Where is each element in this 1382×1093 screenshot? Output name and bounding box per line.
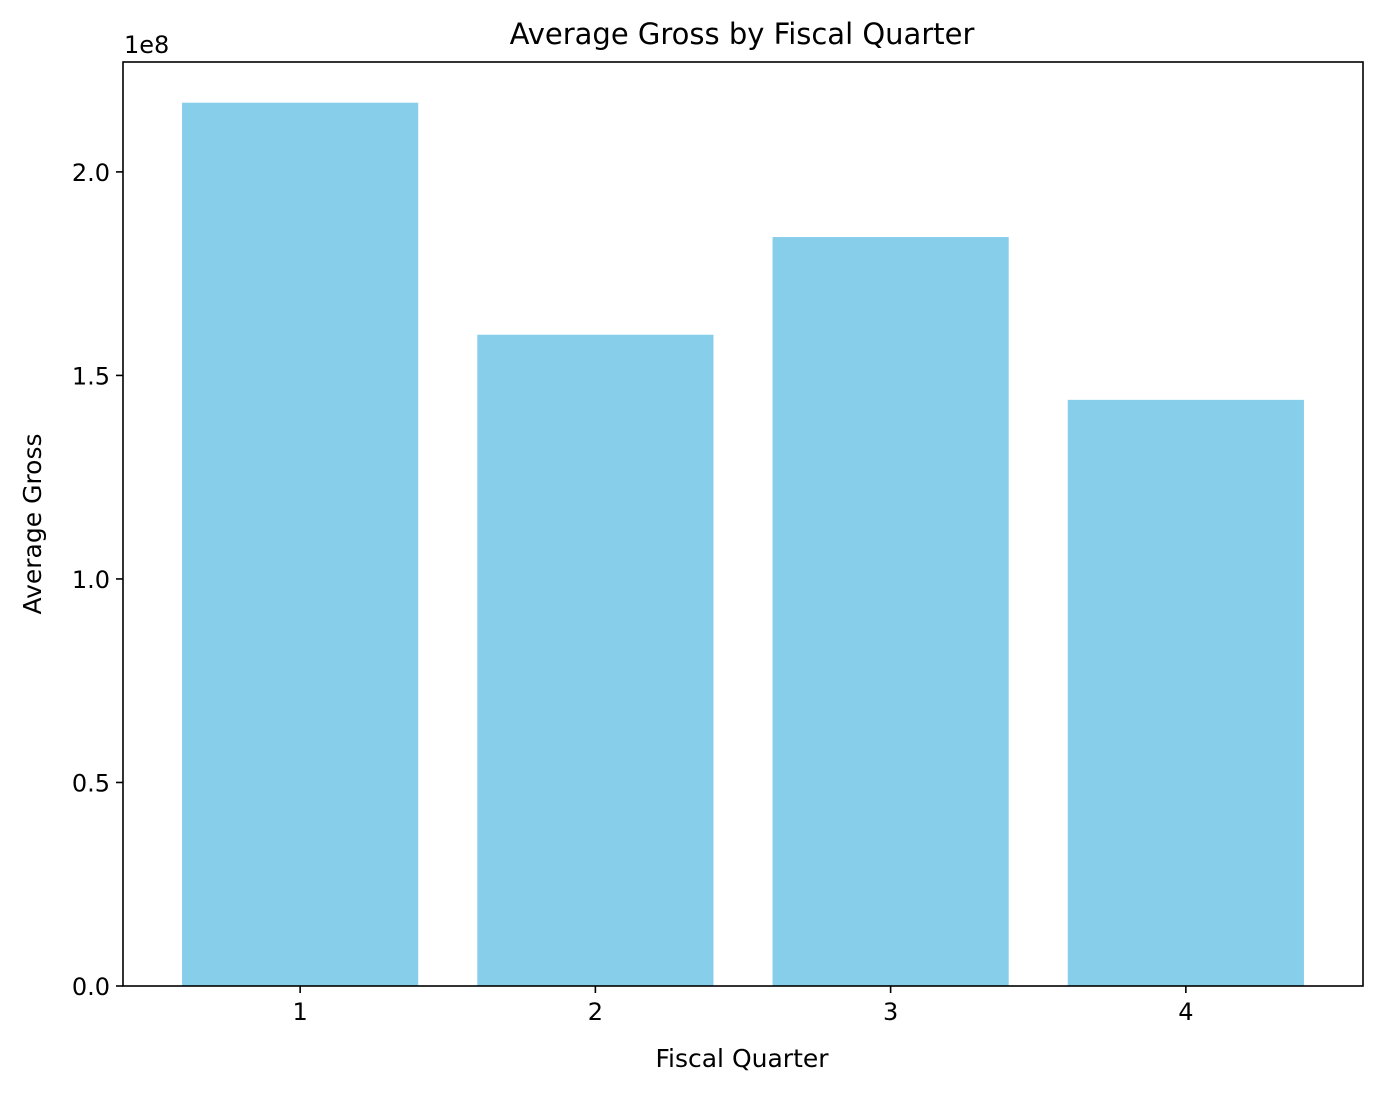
- x-tick-label: 3: [883, 998, 898, 1026]
- y-tick-label: 0.0: [72, 973, 110, 1001]
- x-tick-label: 4: [1178, 998, 1193, 1026]
- bars-group: [182, 102, 1304, 987]
- x-axis-label: Fiscal Quarter: [655, 1044, 829, 1073]
- x-tick-label: 1: [293, 998, 308, 1026]
- bar-quarter-4: [1067, 399, 1304, 986]
- y-tick-label: 0.5: [72, 769, 110, 797]
- y-tick-label: 2.0: [72, 159, 110, 187]
- plot-frame: [122, 61, 1364, 987]
- bar-quarter-3: [772, 237, 1009, 987]
- chart-title: Average Gross by Fiscal Quarter: [510, 17, 975, 51]
- bar-quarter-1: [182, 102, 419, 987]
- ticks-group: 1 2 3 4 0.0 0.5 1.0 1.5 2.0: [72, 159, 1194, 1026]
- y-tick-label: 1.0: [72, 566, 110, 594]
- y-tick-label: 1.5: [72, 362, 110, 390]
- y-axis-offset-label: 1e8: [124, 31, 169, 59]
- x-tick-label: 2: [588, 998, 603, 1026]
- bar-quarter-2: [477, 334, 714, 986]
- y-axis-label: Average Gross: [18, 433, 47, 614]
